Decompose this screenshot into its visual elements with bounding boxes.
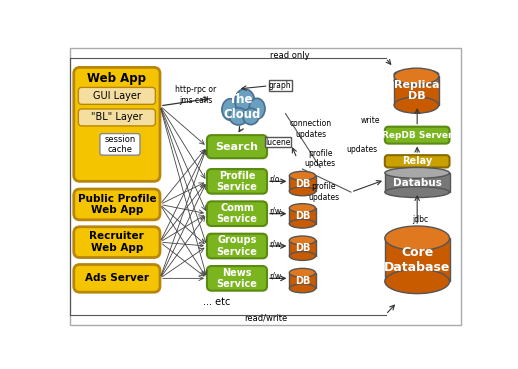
Ellipse shape <box>249 98 265 119</box>
Ellipse shape <box>290 187 315 196</box>
Ellipse shape <box>290 252 315 261</box>
Text: Recruiter
Web App: Recruiter Web App <box>90 231 144 253</box>
Text: r/w: r/w <box>269 239 281 248</box>
Ellipse shape <box>235 89 254 113</box>
Text: Ads Server: Ads Server <box>85 273 149 283</box>
Text: connection
updates: connection updates <box>290 119 332 139</box>
Text: RepDB Server: RepDB Server <box>382 131 452 139</box>
FancyBboxPatch shape <box>74 265 160 292</box>
FancyBboxPatch shape <box>207 169 267 194</box>
Bar <box>385 238 450 282</box>
Ellipse shape <box>290 204 315 213</box>
Text: DB: DB <box>295 243 310 253</box>
Text: Web App: Web App <box>88 72 147 85</box>
Text: r/w: r/w <box>269 207 281 216</box>
Ellipse shape <box>385 226 450 251</box>
Ellipse shape <box>385 168 450 178</box>
Text: ... etc: ... etc <box>203 297 230 307</box>
Text: News
Service: News Service <box>217 268 257 289</box>
FancyBboxPatch shape <box>207 266 267 291</box>
Text: profile
updates: profile updates <box>305 149 336 168</box>
FancyBboxPatch shape <box>207 234 267 258</box>
Ellipse shape <box>222 99 239 120</box>
FancyBboxPatch shape <box>100 134 140 155</box>
Text: Comm
Service: Comm Service <box>217 203 257 224</box>
Text: r/o: r/o <box>269 175 280 183</box>
Text: Replica
DB: Replica DB <box>394 80 439 101</box>
FancyBboxPatch shape <box>74 189 160 220</box>
FancyBboxPatch shape <box>74 227 160 258</box>
Ellipse shape <box>385 187 450 197</box>
Text: Public Profile
Web App: Public Profile Web App <box>78 194 156 215</box>
Ellipse shape <box>290 171 315 180</box>
Ellipse shape <box>290 236 315 245</box>
Text: The
Cloud: The Cloud <box>223 93 260 121</box>
Text: DB: DB <box>295 211 310 221</box>
Bar <box>290 208 315 224</box>
Text: Groups
Service: Groups Service <box>217 235 257 257</box>
Text: updates: updates <box>347 145 378 154</box>
Bar <box>268 80 292 91</box>
FancyBboxPatch shape <box>207 201 267 226</box>
Text: Relay: Relay <box>402 156 433 166</box>
FancyBboxPatch shape <box>78 87 155 104</box>
Ellipse shape <box>394 68 439 85</box>
FancyBboxPatch shape <box>385 127 450 144</box>
Bar <box>290 241 315 256</box>
Text: DB: DB <box>295 276 310 286</box>
Text: Search: Search <box>215 142 258 152</box>
Text: r/w: r/w <box>269 272 281 280</box>
FancyBboxPatch shape <box>385 155 450 168</box>
Text: DB: DB <box>295 179 310 189</box>
Ellipse shape <box>290 219 315 228</box>
Ellipse shape <box>394 76 439 85</box>
Ellipse shape <box>243 108 259 125</box>
Text: graph: graph <box>269 81 292 90</box>
Bar <box>265 137 291 148</box>
Text: jdbc: jdbc <box>412 215 428 224</box>
Text: "BL" Layer: "BL" Layer <box>91 113 142 123</box>
Text: read/write: read/write <box>244 313 288 322</box>
Text: profile
updates: profile updates <box>308 182 340 202</box>
Text: Profile
Service: Profile Service <box>217 170 257 192</box>
Bar <box>385 173 450 192</box>
Text: Databus: Databus <box>393 177 442 187</box>
Text: write: write <box>361 116 380 125</box>
FancyBboxPatch shape <box>74 68 160 181</box>
Text: lucene: lucene <box>265 138 291 147</box>
FancyBboxPatch shape <box>207 135 267 158</box>
Bar <box>394 76 439 105</box>
Text: session
cache: session cache <box>104 135 136 154</box>
Ellipse shape <box>385 269 450 294</box>
Text: http-rpc or
jms calls: http-rpc or jms calls <box>175 85 216 105</box>
Ellipse shape <box>290 268 315 277</box>
Ellipse shape <box>394 69 439 79</box>
Bar <box>290 273 315 288</box>
Text: Core
Database: Core Database <box>384 246 450 274</box>
FancyBboxPatch shape <box>78 109 155 126</box>
Ellipse shape <box>394 97 439 113</box>
Ellipse shape <box>229 108 248 125</box>
Ellipse shape <box>290 284 315 293</box>
Text: GUI Layer: GUI Layer <box>93 91 141 101</box>
Text: read only: read only <box>269 51 309 59</box>
Bar <box>290 176 315 192</box>
